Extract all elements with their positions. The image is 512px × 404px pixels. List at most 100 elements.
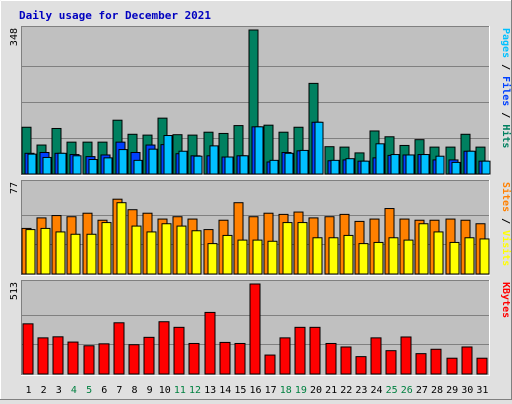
bar-pages xyxy=(435,155,445,175)
legend-entry: KBytes xyxy=(500,282,511,318)
bar-kbytes xyxy=(67,341,79,375)
bar-visits xyxy=(207,243,218,275)
panel-kbytes: 513 KBytes xyxy=(9,280,511,376)
day-label: 26 xyxy=(401,385,413,396)
bar-pages xyxy=(451,161,461,175)
day-label: 14 xyxy=(219,385,231,396)
bar-kbytes xyxy=(385,350,397,375)
day-label: 13 xyxy=(204,385,216,396)
bar-pages xyxy=(466,150,476,175)
bar-pages xyxy=(405,154,415,175)
legend-entry: / xyxy=(500,212,511,230)
bar-pages xyxy=(360,160,370,175)
bar-pages xyxy=(224,156,234,175)
bar-visits xyxy=(433,231,444,275)
panel-hits-files-pages: 348 Pages / Files / Hits xyxy=(9,26,512,176)
bar-visits xyxy=(40,227,51,275)
bar-pages xyxy=(72,155,82,175)
bar-visits xyxy=(479,238,490,275)
bar-kbytes xyxy=(22,323,34,375)
day-label: 18 xyxy=(280,385,292,396)
bar-visits xyxy=(388,237,399,275)
day-label: 17 xyxy=(265,385,277,396)
bar-pages xyxy=(148,148,158,175)
bar-visits xyxy=(252,239,263,275)
bar-pages xyxy=(390,154,400,175)
bar-pages xyxy=(481,160,491,175)
bar-pages xyxy=(163,135,173,175)
bar-pages xyxy=(42,156,52,175)
day-label: 10 xyxy=(159,385,171,396)
bar-visits xyxy=(191,230,202,275)
bar-kbytes xyxy=(325,342,337,375)
bar-visits xyxy=(418,223,429,275)
bar-kbytes xyxy=(219,341,231,375)
bar-pages xyxy=(254,126,264,175)
bar-kbytes xyxy=(143,336,155,375)
day-label: 8 xyxy=(131,385,137,396)
day-axis: 1 2 3 4 5 6 7 8 9 10 11 12 13 14 15 16 17 18 19 20 21 22 23 24 2… xyxy=(26,385,489,396)
bar-kbytes xyxy=(461,346,473,375)
series-kbytes xyxy=(22,283,488,375)
bar-kbytes xyxy=(400,336,412,375)
day-label: 11 xyxy=(174,385,186,396)
day-label: 2 xyxy=(41,385,47,396)
bar-pages xyxy=(239,155,249,175)
legend: KBytes xyxy=(500,282,511,318)
legend-entry: / xyxy=(500,106,511,124)
bar-kbytes xyxy=(279,337,291,375)
bar-pages xyxy=(103,157,113,175)
legend: Sites / Visits xyxy=(500,182,512,266)
bar-kbytes xyxy=(446,357,458,375)
bar-pages xyxy=(27,153,37,175)
bar-visits xyxy=(464,237,475,275)
bar-visits xyxy=(55,231,66,275)
bar-visits xyxy=(176,225,187,275)
day-label: 20 xyxy=(310,385,322,396)
bar-kbytes xyxy=(249,283,261,375)
bar-visits xyxy=(449,241,460,275)
bar-visits xyxy=(267,240,278,275)
bar-pages xyxy=(375,143,385,175)
bar-visits xyxy=(70,233,81,275)
bar-kbytes xyxy=(355,356,367,375)
bar-pages xyxy=(193,155,203,175)
bar-kbytes xyxy=(37,337,49,375)
day-label: 4 xyxy=(71,385,77,396)
legend-entry: Hits xyxy=(500,124,512,148)
bar-kbytes xyxy=(294,326,306,375)
day-label: 30 xyxy=(461,385,473,396)
chart-title: Daily usage for December 2021 xyxy=(19,9,211,22)
bar-kbytes xyxy=(128,344,140,375)
bar-visits xyxy=(131,225,142,275)
bar-kbytes xyxy=(234,342,246,375)
day-label: 31 xyxy=(476,385,488,396)
bar-pages xyxy=(57,152,67,175)
bar-kbytes xyxy=(370,337,382,375)
bar-kbytes xyxy=(476,357,488,375)
day-label: 7 xyxy=(116,385,122,396)
day-label: 19 xyxy=(295,385,307,396)
bar-pages xyxy=(178,150,188,175)
bar-visits xyxy=(373,241,384,275)
chart-panels: 348 Pages / Files / Hits 77 Sites / Visits 5… xyxy=(9,26,512,376)
bar-visits xyxy=(161,223,172,275)
bar-pages xyxy=(330,159,340,175)
y-max-label: 77 xyxy=(9,182,20,194)
bar-kbytes xyxy=(415,353,427,375)
bar-kbytes xyxy=(340,346,352,375)
bar-visits xyxy=(403,239,414,275)
day-label: 25 xyxy=(386,385,398,396)
bar-pages xyxy=(269,159,279,175)
day-label: 28 xyxy=(431,385,443,396)
legend-entry: Sites xyxy=(500,182,512,212)
bar-pages xyxy=(299,149,309,175)
day-label: 21 xyxy=(325,385,337,396)
day-label: 22 xyxy=(340,385,352,396)
bar-pages xyxy=(420,154,430,175)
bar-visits xyxy=(297,222,308,275)
bar-visits xyxy=(222,234,233,275)
bar-kbytes xyxy=(173,326,185,375)
